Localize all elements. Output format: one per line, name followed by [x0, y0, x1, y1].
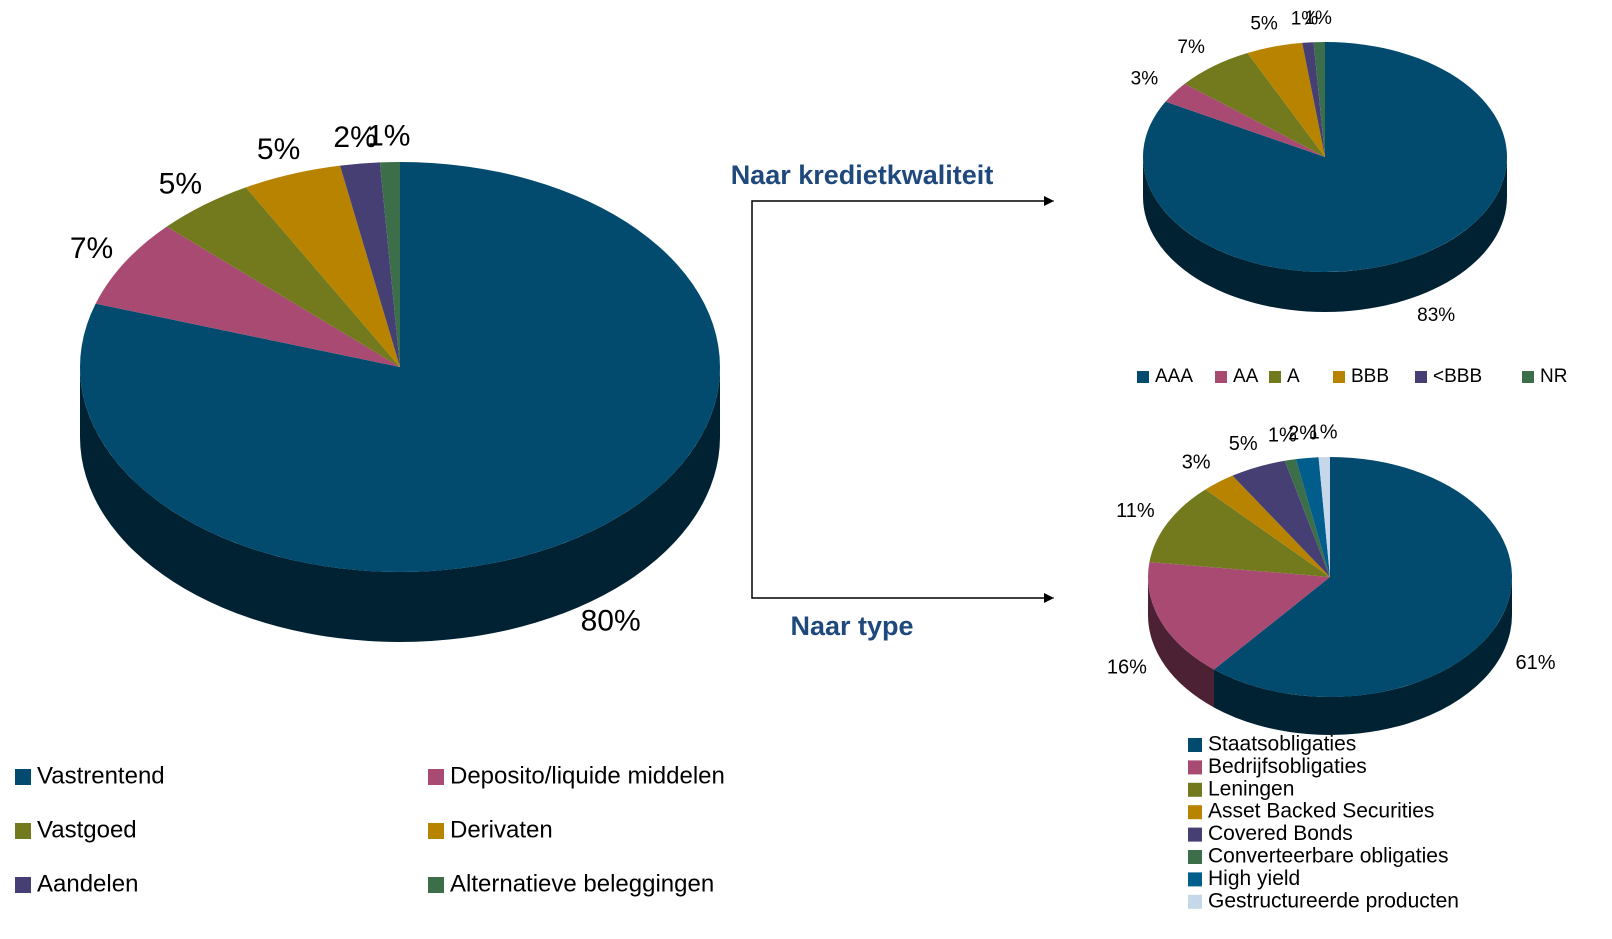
legend-swatch — [1188, 872, 1202, 887]
data-label: 11% — [1116, 500, 1155, 522]
data-label: 1% — [1291, 9, 1319, 30]
pie-slice — [1302, 42, 1325, 157]
legend-swatch — [1215, 371, 1227, 383]
pie-side — [1143, 157, 1507, 312]
legend-swatch — [1188, 805, 1202, 820]
legend-swatch — [1137, 371, 1149, 383]
pie-slice — [1232, 460, 1330, 577]
annotation: Naar type — [790, 611, 913, 641]
legend-label: Covered Bonds — [1208, 822, 1353, 845]
legend-label: High yield — [1208, 867, 1300, 890]
legend-label: AA — [1233, 366, 1259, 387]
data-label: 5% — [159, 168, 202, 201]
legend-label: Bedrijfsobligaties — [1208, 755, 1367, 778]
legend-label: AAA — [1155, 366, 1193, 387]
legend-label: Converteerbare obligaties — [1208, 845, 1448, 868]
legend-label: A — [1287, 366, 1300, 387]
legend-swatch — [428, 769, 444, 785]
legend-label: Derivaten — [450, 816, 553, 843]
legend-swatch — [1188, 894, 1202, 909]
data-label: 80% — [581, 605, 641, 638]
data-label: 1% — [367, 119, 410, 152]
data-label: 7% — [1177, 37, 1205, 58]
legend-label: Aandelen — [37, 870, 138, 897]
data-label: 5% — [1229, 433, 1258, 455]
data-label: 7% — [70, 232, 113, 265]
legend-label: Leningen — [1208, 777, 1294, 800]
legend-label: Alternatieve beleggingen — [450, 870, 714, 897]
data-label: 83% — [1417, 305, 1455, 326]
legend-label: Staatsobligaties — [1208, 733, 1356, 756]
data-label: 1% — [1304, 8, 1332, 29]
data-label: 5% — [257, 133, 300, 166]
pie-slice — [1148, 561, 1330, 670]
data-label: 5% — [1250, 13, 1278, 34]
legend-swatch — [1269, 371, 1281, 383]
annotation: Naar kredietkwaliteit — [731, 160, 994, 190]
pie-slice — [245, 165, 400, 367]
data-label: 2% — [1288, 422, 1317, 444]
pie-slice — [1313, 42, 1325, 157]
connector-arrows — [751, 200, 1050, 599]
data-label: 1% — [1268, 425, 1297, 447]
legend-swatch — [15, 769, 31, 785]
pie-slice — [1284, 459, 1330, 577]
pie-slice — [1165, 83, 1325, 157]
legend-label: Asset Backed Securities — [1208, 800, 1434, 823]
legend-label: Deposito/liquide middelen — [450, 762, 725, 789]
pie-side — [1148, 577, 1214, 708]
data-label: 61% — [1515, 652, 1555, 674]
legend-label: Gestructureerde producten — [1208, 889, 1459, 912]
pie-slice — [1318, 457, 1330, 577]
legend-swatch — [1333, 371, 1345, 383]
legend-swatch — [1188, 760, 1202, 775]
pie-slice — [1184, 52, 1325, 158]
pie-side — [80, 367, 720, 642]
pie-slice — [340, 162, 400, 367]
legend-swatch — [1188, 738, 1202, 752]
data-label: 3% — [1131, 68, 1159, 89]
pie-slice — [95, 226, 400, 367]
pie-slice — [1149, 489, 1330, 577]
pie-slice — [1295, 457, 1330, 577]
legend-swatch — [1415, 371, 1427, 383]
legend-swatch — [1188, 827, 1202, 842]
legend-swatch — [1522, 371, 1534, 383]
pie-slice — [1205, 475, 1330, 577]
legend-swatch — [15, 823, 31, 839]
pie-slice — [379, 162, 400, 367]
legend-label: Vastgoed — [37, 816, 137, 843]
pie-slice — [1247, 42, 1325, 157]
legend-swatch — [428, 823, 444, 839]
pie-slice — [1213, 457, 1513, 698]
legend-swatch — [15, 877, 31, 893]
data-label: 2% — [333, 121, 376, 154]
data-label: 16% — [1107, 656, 1147, 678]
pie-side — [1213, 577, 1512, 735]
data-label: 1% — [1309, 421, 1338, 443]
legend-label: Vastrentend — [37, 762, 165, 789]
legend-label: BBB — [1351, 366, 1389, 387]
pie-slice — [166, 187, 400, 367]
legend-label: <BBB — [1433, 366, 1482, 387]
legend-swatch — [428, 877, 444, 893]
legend-label: NR — [1540, 366, 1567, 387]
legend-swatch — [1188, 782, 1202, 797]
data-label: 3% — [1182, 451, 1211, 473]
pie-slice — [1143, 42, 1508, 272]
legend-swatch — [1188, 850, 1202, 864]
